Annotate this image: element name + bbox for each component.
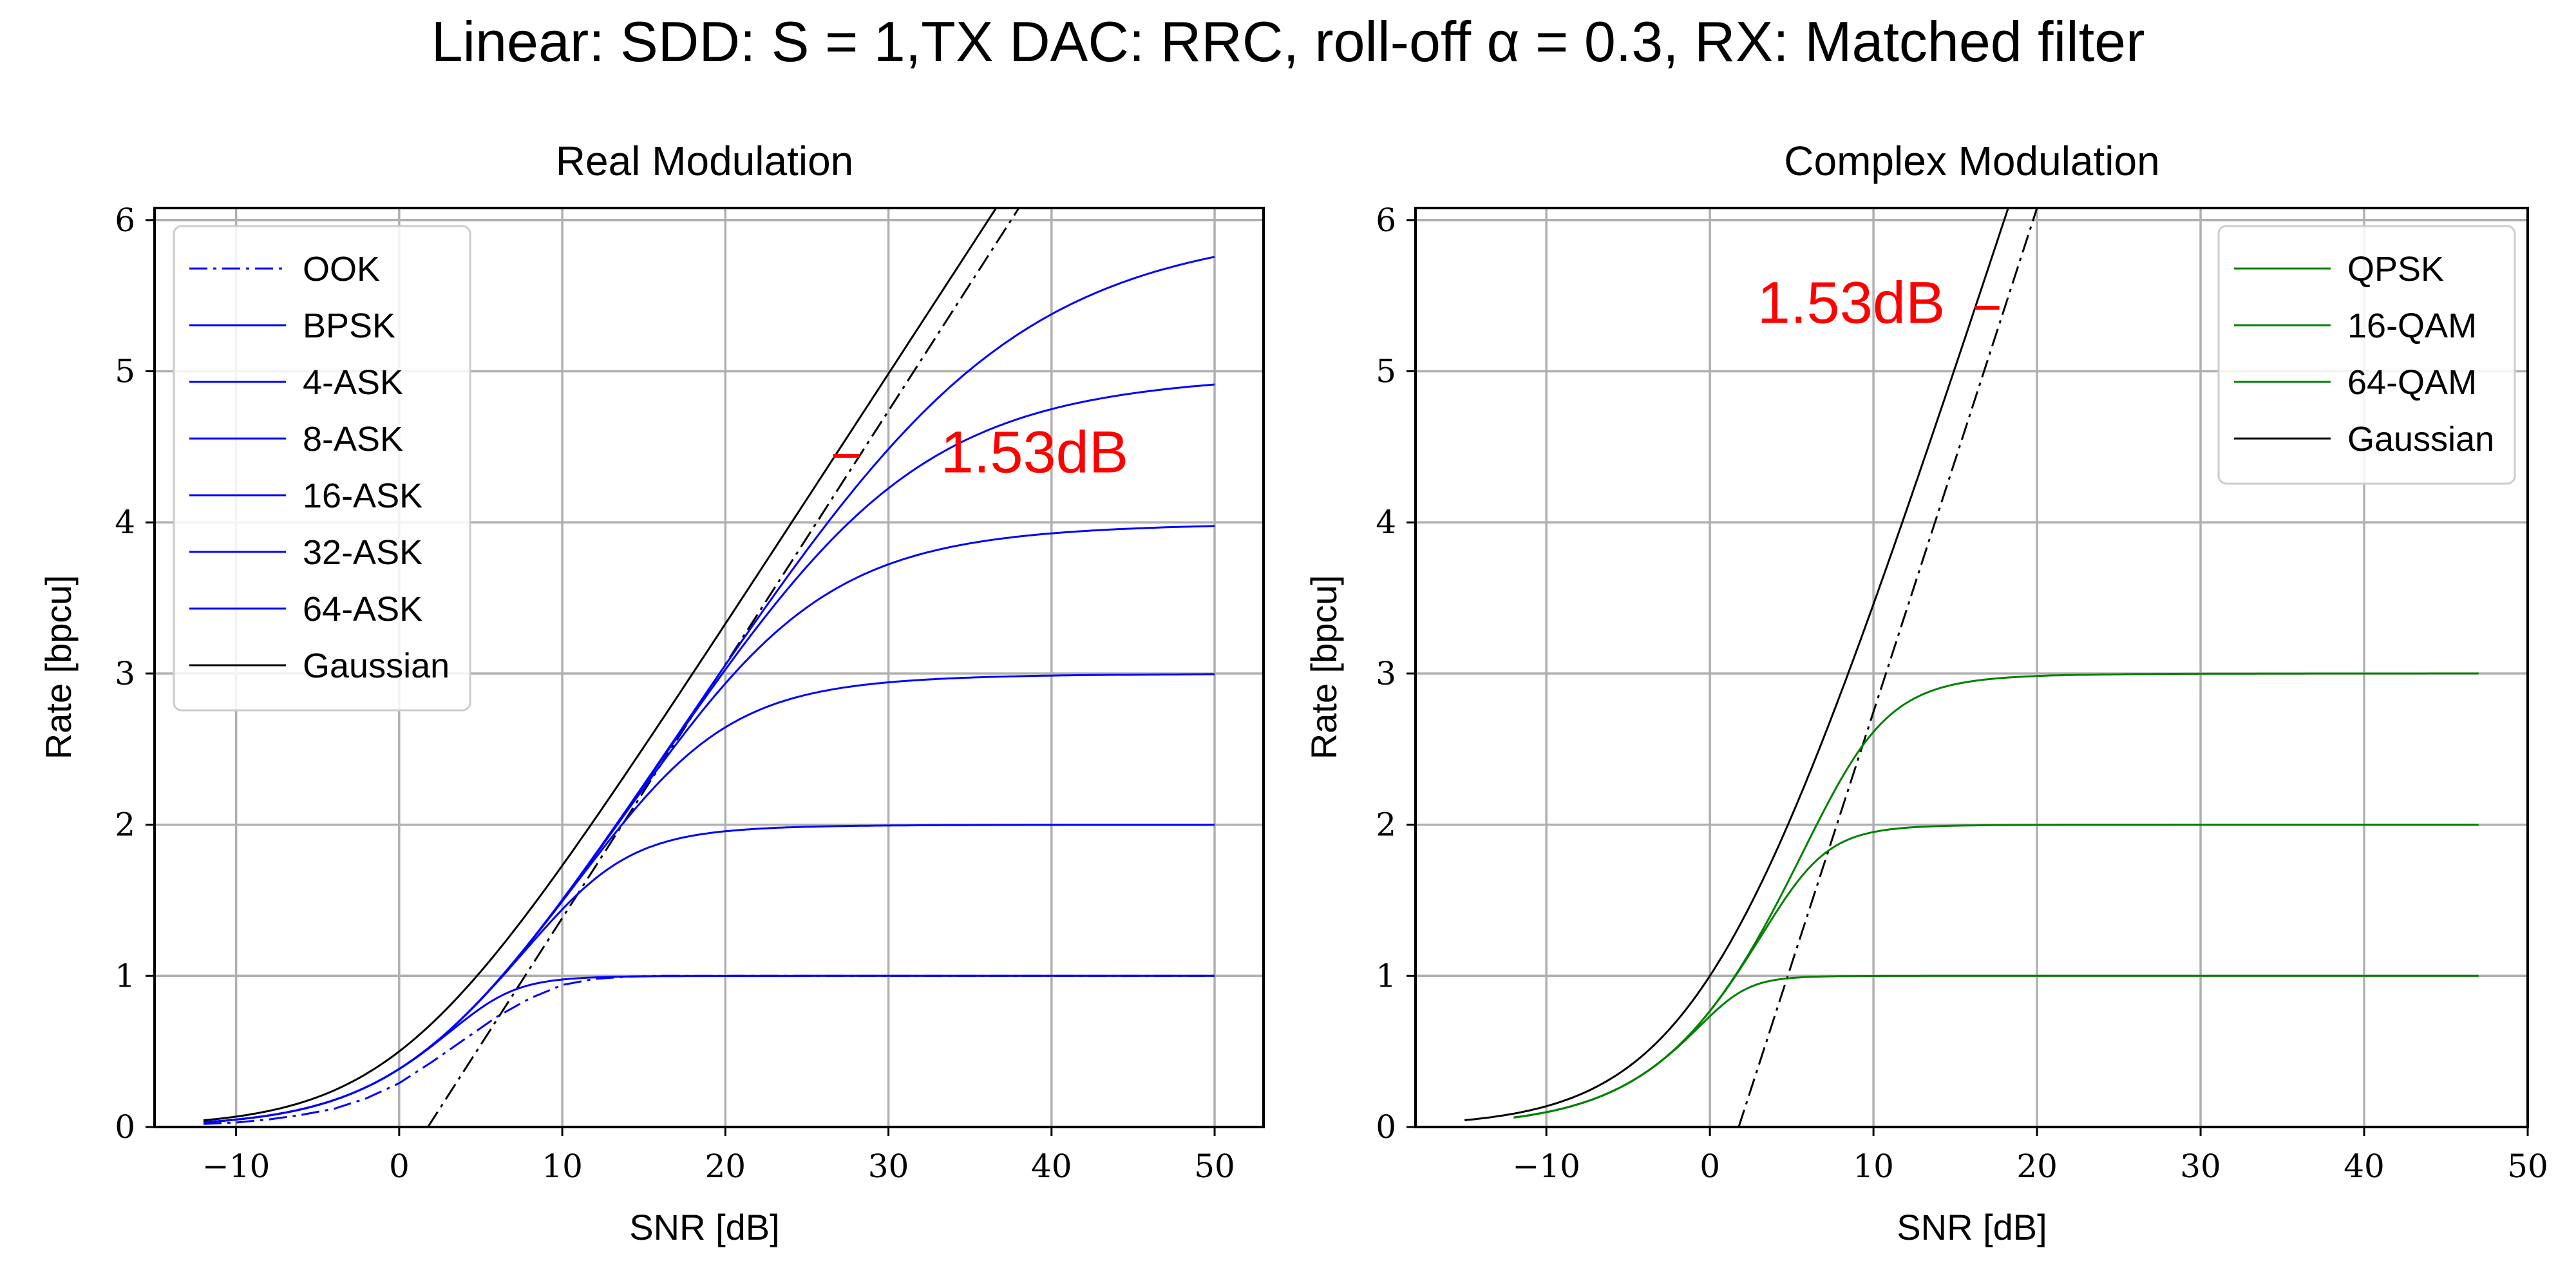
y-tick-label: 6 <box>115 202 135 239</box>
series-line-BPSK <box>203 974 1215 1124</box>
curves <box>1464 208 2479 1127</box>
gap-annotation: 1.53dB <box>1757 270 1946 336</box>
series-line-Gaussian <box>203 208 998 1122</box>
legend-box <box>173 225 471 712</box>
y-tick-label: 2 <box>115 806 135 844</box>
x-tick-label: 20 <box>705 1148 746 1185</box>
x-tick-label: 20 <box>2016 1148 2058 1185</box>
legend-label: 64-ASK <box>303 590 422 629</box>
plot-area: 1.53dB −10 0 10 20 30 40 50 0 1 2 3 4 5 6 QPSK 16-QAM 64-… <box>1376 202 2548 1185</box>
figure-suptitle: Linear: SDD: S = 1,TX DAC: RRC, roll-off… <box>431 10 2145 73</box>
curves <box>203 208 1215 1127</box>
y-axis-label: Rate [bpcu] <box>1303 575 1344 759</box>
y-tick-label: 1 <box>1376 957 1396 994</box>
y-tick-label: 2 <box>1376 806 1396 844</box>
x-axis-label: SNR [dB] <box>629 1207 779 1247</box>
x-tick-label: 40 <box>1031 1148 1072 1185</box>
reference-line <box>427 208 1020 1127</box>
series-line-4-ASK <box>203 824 1215 1124</box>
legend-box <box>2217 225 2516 485</box>
panel-title: Real Modulation <box>556 138 854 184</box>
axes-frame <box>1414 207 2529 1128</box>
legend-label: Gaussian <box>303 647 450 685</box>
x-tick-label: 50 <box>1194 1148 1235 1185</box>
series-line-8-ASK <box>203 673 1215 1124</box>
x-tick-label: 50 <box>2507 1148 2548 1185</box>
legend-label: 64-QAM <box>2347 363 2477 402</box>
reference-line <box>1738 208 2038 1127</box>
x-axis-label: SNR [dB] <box>1897 1207 2047 1247</box>
x-tick-label: 10 <box>1853 1148 1894 1185</box>
series-line-Gaussian <box>1464 208 2009 1121</box>
x-tick-label: 0 <box>1700 1148 1720 1185</box>
legend: QPSK 16-QAM 64-QAM Gaussian <box>2217 225 2516 485</box>
series-line-64-QAM <box>1513 672 2479 1119</box>
legend-label: 16-ASK <box>303 477 422 515</box>
series-line-OOK <box>203 974 1215 1125</box>
x-tick-label: 30 <box>2180 1148 2221 1185</box>
complex-modulation-panel: Complex Modulation SNR [dB] Rate [bpcu] … <box>1303 138 2548 1247</box>
plot-area: 1.53dB −10 0 10 20 30 40 50 0 1 2 3 4 5 6 OOK BPSK 4-ASK 8… <box>115 202 1265 1185</box>
legend-label: 8-ASK <box>303 420 403 459</box>
y-axis-label: Rate [bpcu] <box>38 575 79 759</box>
x-tick-label: −10 <box>1512 1148 1580 1185</box>
legend-label: 32-ASK <box>303 533 422 572</box>
legend-label: QPSK <box>2347 250 2444 289</box>
x-tick-label: −10 <box>202 1148 270 1185</box>
panel-title: Complex Modulation <box>1784 138 2159 184</box>
series-line-64-ASK <box>203 256 1215 1124</box>
x-tick-label: 10 <box>542 1148 583 1185</box>
legend-label: BPSK <box>303 307 395 345</box>
y-tick-label: 4 <box>1376 504 1396 541</box>
legend-label: 16-QAM <box>2347 307 2477 345</box>
series-line-QPSK <box>1513 974 2479 1119</box>
gap-annotation: 1.53dB <box>941 420 1129 486</box>
y-tick-label: 5 <box>115 352 135 390</box>
real-modulation-panel: Real Modulation SNR [dB] Rate [bpcu] 1.5… <box>38 138 1265 1247</box>
y-tick-label: 0 <box>1376 1108 1396 1146</box>
y-tick-label: 3 <box>115 655 135 692</box>
legend: OOK BPSK 4-ASK 8-ASK 16-ASK 32-ASK 64-ASK Gauss… <box>173 225 471 712</box>
y-tick-label: 6 <box>1376 202 1396 239</box>
series-line-16-QAM <box>1513 824 2479 1119</box>
y-tick-label: 1 <box>115 957 135 994</box>
legend-label: 4-ASK <box>303 363 403 402</box>
y-tick-label: 0 <box>115 1108 135 1146</box>
y-tick-label: 5 <box>1376 352 1396 390</box>
y-tick-label: 4 <box>115 504 135 541</box>
x-tick-label: 0 <box>389 1148 410 1185</box>
x-tick-label: 40 <box>2344 1148 2385 1185</box>
legend-label: OOK <box>303 250 380 289</box>
axes-frame <box>153 207 1265 1128</box>
legend-label: Gaussian <box>2347 420 2494 459</box>
x-tick-label: 30 <box>868 1148 909 1185</box>
y-tick-label: 3 <box>1376 655 1396 692</box>
